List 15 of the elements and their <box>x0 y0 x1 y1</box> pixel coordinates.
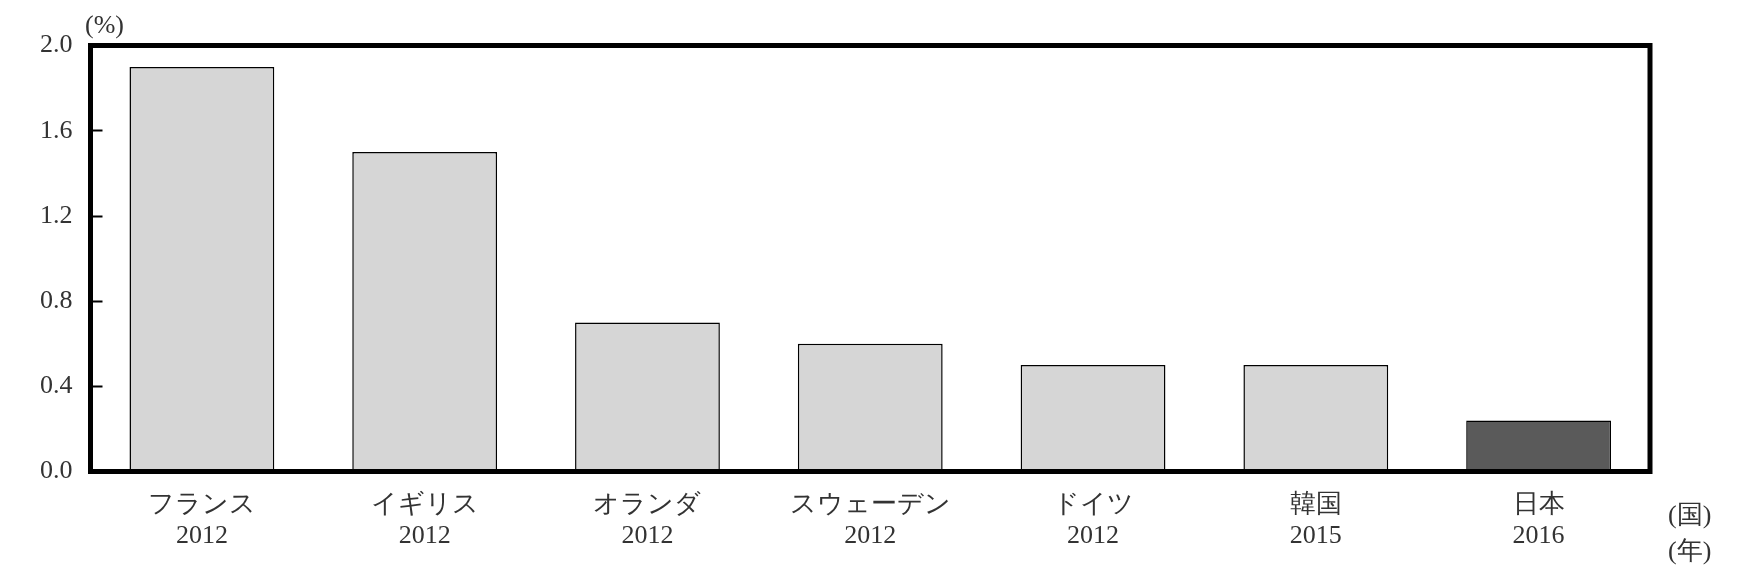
y-tick-label: 0.4 <box>40 370 73 400</box>
y-axis-title: (%) <box>85 10 124 40</box>
x-tick-label: スウェーデン 2012 <box>789 489 951 550</box>
y-tick-label: 2.0 <box>40 29 73 59</box>
y-tick-label: 0.8 <box>40 285 73 315</box>
y-tick-label: 1.6 <box>40 114 73 144</box>
y-tick-label: 0.0 <box>40 455 73 485</box>
x-tick-label: 日本 2016 <box>1512 489 1565 550</box>
x-axis-title: (国) (年) <box>1668 500 1712 566</box>
y-tick-label: 1.2 <box>40 199 73 229</box>
x-tick-label: フランス 2012 <box>147 489 256 550</box>
x-tick-label: オランダ 2012 <box>593 489 702 550</box>
x-tick-label: 韓国 2015 <box>1289 489 1342 550</box>
x-tick-label: ドイツ 2012 <box>1052 489 1134 550</box>
x-tick-label: イギリス 2012 <box>370 489 479 550</box>
